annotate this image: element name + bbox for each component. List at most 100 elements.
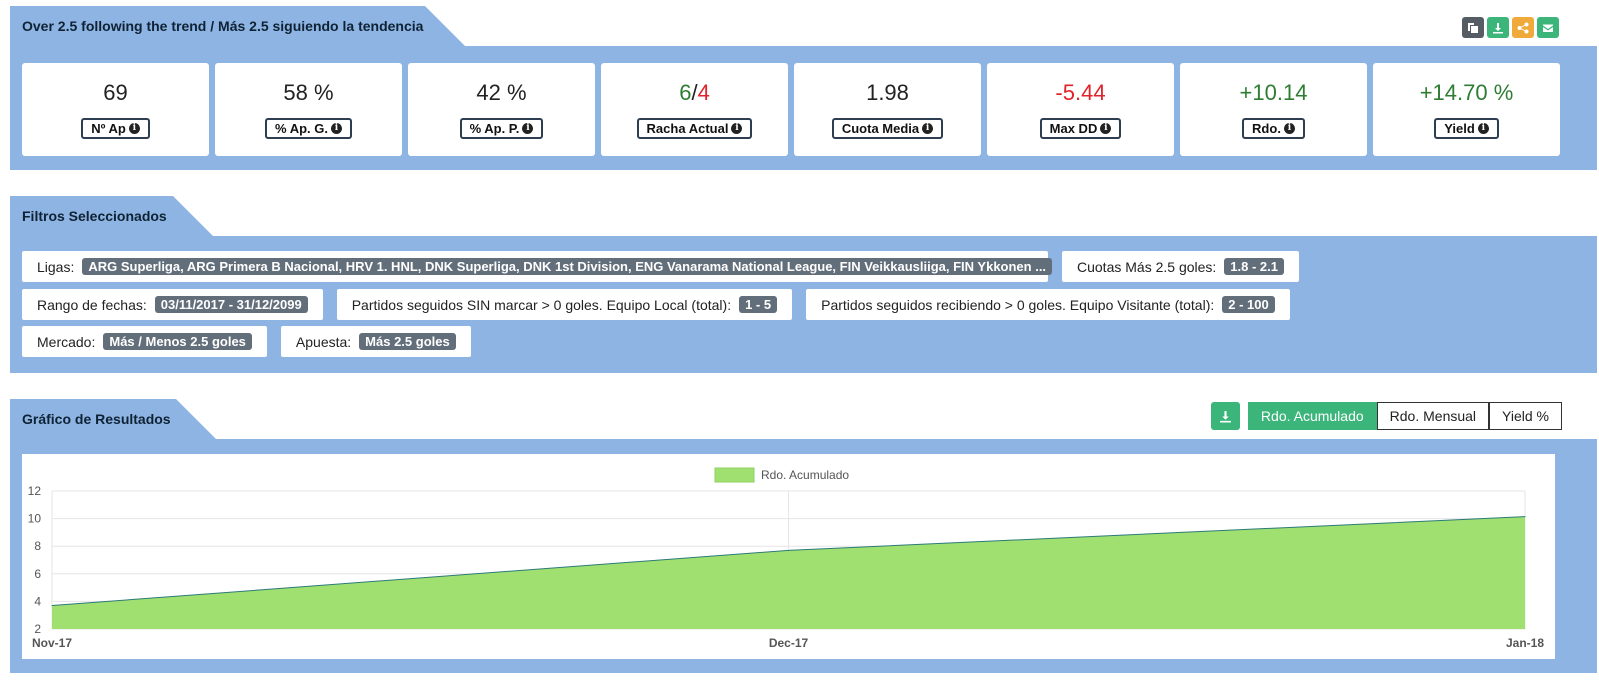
download-icon [1220, 410, 1231, 422]
filter-label: Apuesta: [295, 333, 352, 350]
filter-value: 03/11/2017 - 31/12/2099 [154, 296, 308, 313]
data-point [1524, 516, 1526, 518]
stat-card-rdo: +10.14 Rdo. i [1180, 63, 1367, 156]
chart-panel: Rdo. Acumulado 2 4 6 8 10 12 Nov-17 Dec-17 Jan-… [22, 454, 1555, 659]
y-tick-label: 6 [34, 567, 41, 581]
copy-button[interactable] [1462, 17, 1484, 38]
filter-label: Partidos seguidos recibiendo > 0 goles. … [821, 296, 1215, 313]
stat-label: % Ap. P. [469, 121, 520, 136]
envelope-icon [1543, 24, 1553, 32]
chart-tools: Rdo. Acumulado Rdo. Mensual Yield % [1210, 402, 1562, 430]
stat-value: 69 [103, 80, 128, 105]
filter-value: ARG Superliga, ARG Primera B Nacional, H… [82, 258, 1053, 275]
stat-label: Racha Actual [646, 121, 729, 136]
stat-value: -5.44 [1055, 80, 1106, 105]
racha-separator: / [691, 80, 698, 105]
stat-label: Cuota Media [841, 121, 920, 136]
filter-cuotas: Cuotas Más 2.5 goles: 1.8 - 2.1 [1062, 251, 1299, 282]
y-tick-label: 10 [28, 512, 42, 526]
info-icon: i [922, 123, 934, 134]
stat-card-racha: 6/4 Racha Actual i [601, 63, 788, 156]
filter-label: Cuotas Más 2.5 goles: [1077, 258, 1217, 275]
y-tick-label: 4 [34, 594, 41, 608]
info-icon: i [522, 123, 534, 134]
y-tick-label: 12 [28, 484, 42, 498]
filter-value: 1 - 5 [739, 296, 778, 313]
filter-apuesta: Apuesta: Más 2.5 goles [280, 326, 471, 357]
filter-label: Ligas: [37, 258, 75, 275]
data-point [788, 549, 789, 551]
x-tick-label: Dec-17 [769, 636, 809, 650]
stat-label-button[interactable]: % Ap. P. i [459, 118, 544, 139]
stat-label: Max DD [1049, 121, 1098, 136]
download-icon [1493, 22, 1503, 33]
results-title: Gráfico de Resultados [10, 399, 216, 439]
filter-row-1: Ligas: ARG Superliga, ARG Primera B Naci… [22, 251, 1299, 282]
filter-label: Rango de fechas: [37, 296, 147, 313]
filters-title: Filtros Seleccionados [10, 196, 213, 236]
stat-card-ap-p: 42 % % Ap. P. i [408, 63, 595, 156]
filter-row-3: Mercado: Más / Menos 2.5 goles Apuesta: … [22, 326, 471, 357]
stat-card-cuota-media: 1.98 Cuota Media i [794, 63, 981, 156]
filter-value: Más 2.5 goles [359, 333, 456, 350]
x-tick-label: Jan-18 [1506, 636, 1544, 650]
data-point [51, 605, 53, 607]
results-chart: Rdo. Acumulado 2 4 6 8 10 12 Nov-17 Dec-17 Jan-… [28, 467, 1544, 650]
legend-label: Rdo. Acumulado [761, 468, 849, 482]
filters-title-text: Filtros Seleccionados [22, 208, 167, 224]
stats-row: 69 Nº Ap i 58 % % Ap. G. i 42 % % Ap. P. i … [22, 63, 1560, 156]
stat-label-button[interactable]: Rdo. i [1242, 118, 1305, 139]
filter-value: Más / Menos 2.5 goles [103, 333, 252, 350]
series-area [52, 516, 1525, 629]
tab-yield[interactable]: Yield % [1489, 402, 1562, 430]
stat-label-button[interactable]: Racha Actual i [636, 118, 753, 139]
info-icon: i [1100, 123, 1112, 134]
stat-value: 58 % [283, 80, 334, 105]
results-title-text: Gráfico de Resultados [22, 411, 171, 427]
page-title-text: Over 2.5 following the trend / Más 2.5 s… [22, 18, 424, 34]
info-icon: i [1477, 123, 1489, 134]
info-icon: i [1283, 123, 1295, 134]
tab-rdo-acumulado[interactable]: Rdo. Acumulado [1247, 402, 1377, 430]
filter-local: Partidos seguidos SIN marcar > 0 goles. … [336, 289, 793, 320]
stat-label-button[interactable]: Cuota Media i [831, 118, 944, 139]
download-button[interactable] [1487, 17, 1509, 38]
filter-value: 1.8 - 2.1 [1224, 258, 1284, 275]
stat-label-button[interactable]: Nº Ap i [81, 118, 150, 139]
chart-download-button[interactable] [1210, 402, 1240, 430]
y-axis-ticks: 2 4 6 8 10 12 [28, 484, 42, 636]
stat-label-button[interactable]: Yield i [1434, 118, 1499, 139]
stat-value: +10.14 [1239, 80, 1308, 105]
x-axis-ticks: Nov-17 Dec-17 Jan-18 [32, 636, 1544, 650]
filter-label: Partidos seguidos SIN marcar > 0 goles. … [351, 296, 732, 313]
info-icon: i [731, 123, 743, 134]
stat-label: Rdo. [1252, 121, 1281, 136]
stat-card-n-ap: 69 Nº Ap i [22, 63, 209, 156]
stat-label: Yield [1444, 121, 1475, 136]
stat-card-yield: +14.70 % Yield i [1373, 63, 1560, 156]
info-icon: i [128, 123, 140, 134]
stat-label: % Ap. G. [275, 121, 328, 136]
info-icon: i [330, 123, 342, 134]
share-button[interactable] [1512, 17, 1534, 38]
stat-label-button[interactable]: Max DD i [1039, 118, 1122, 139]
x-tick-label: Nov-17 [32, 636, 72, 650]
copy-icon [1468, 22, 1478, 33]
racha-lost: 4 [697, 80, 710, 105]
stat-card-ap-g: 58 % % Ap. G. i [215, 63, 402, 156]
stat-value: +14.70 % [1419, 80, 1514, 105]
stat-value: 1.98 [866, 80, 909, 105]
chart-legend: Rdo. Acumulado [714, 467, 849, 483]
y-tick-label: 8 [34, 539, 41, 553]
filter-ligas: Ligas: ARG Superliga, ARG Primera B Naci… [22, 251, 1053, 282]
stat-label-button[interactable]: % Ap. G. i [265, 118, 352, 139]
filter-fechas: Rango de fechas: 03/11/2017 - 31/12/2099 [22, 289, 323, 320]
tab-rdo-mensual[interactable]: Rdo. Mensual [1376, 402, 1490, 430]
filter-row-2: Rango de fechas: 03/11/2017 - 31/12/2099… [22, 289, 1290, 320]
legend-swatch [714, 467, 755, 483]
filter-label: Mercado: [37, 333, 96, 350]
filter-value: 2 - 100 [1222, 296, 1275, 313]
stat-card-max-dd: -5.44 Max DD i [987, 63, 1174, 156]
y-tick-label: 2 [34, 622, 41, 636]
email-button[interactable] [1537, 17, 1559, 38]
